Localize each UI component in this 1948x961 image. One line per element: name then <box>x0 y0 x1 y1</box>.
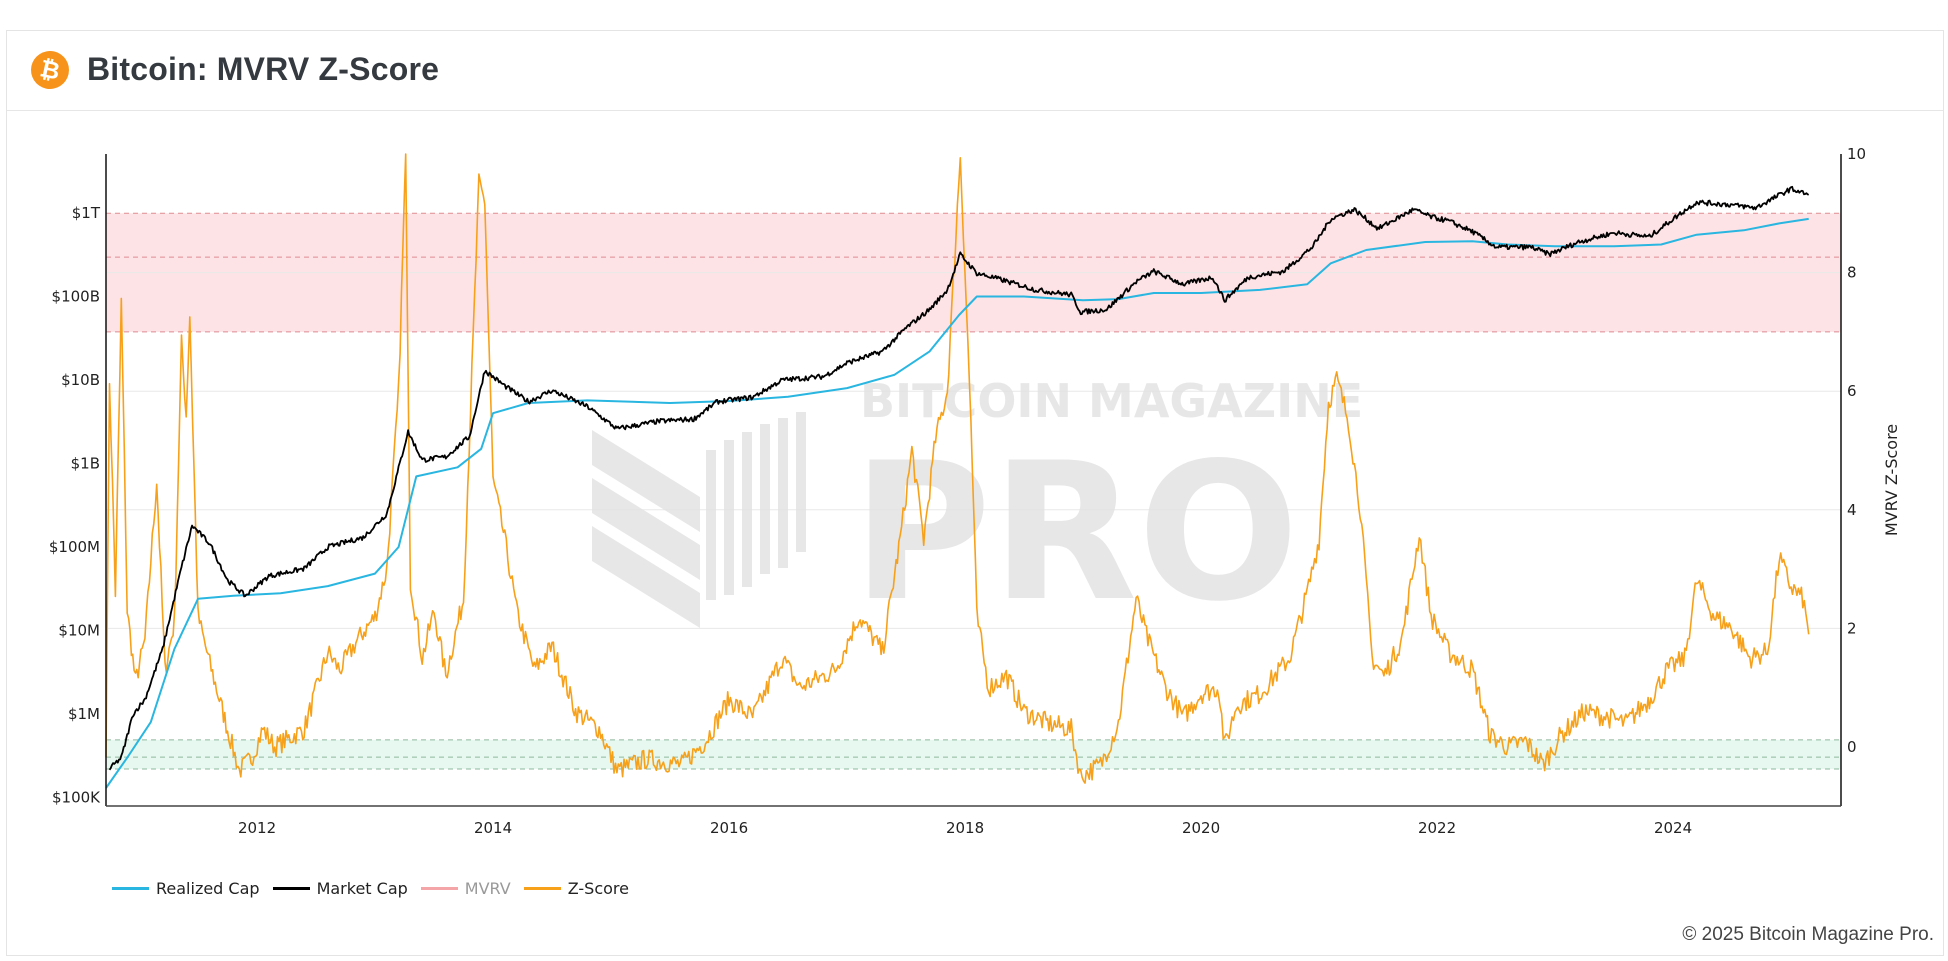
realized-cap-swatch-icon <box>112 887 149 890</box>
x-tick-label: 2018 <box>946 819 984 837</box>
y-right-tick-label: 2 <box>1847 619 1857 637</box>
y-left-tick-label: $100M <box>49 538 100 556</box>
chart-card: ₿ Bitcoin: MVRV Z-Score <box>6 30 1944 956</box>
legend: Realized Cap Market Cap MVRV Z-Score <box>112 879 642 898</box>
y-left-tick-label: $1B <box>71 455 100 473</box>
x-tick-label: 2012 <box>238 819 276 837</box>
y-left-tick-label: $10M <box>58 622 100 640</box>
x-tick-label: 2022 <box>1418 819 1456 837</box>
undervalued-zone <box>106 739 1841 769</box>
market-cap-line <box>108 185 1810 771</box>
y-left-tick-label: $1T <box>72 204 101 222</box>
legend-label: Z-Score <box>567 879 629 898</box>
legend-label: MVRV <box>464 879 511 898</box>
z-score-line <box>105 153 1810 784</box>
svg-text:BITCOIN MAGAZINE: BITCOIN MAGAZINE <box>860 374 1363 428</box>
legend-item-realized-cap[interactable]: Realized Cap <box>112 879 260 898</box>
y-left-tick-label: $100K <box>52 789 101 807</box>
y-left-tick-label: $10B <box>61 371 100 389</box>
copyright-text: © 2025 Bitcoin Magazine Pro. <box>1682 924 1934 945</box>
x-tick-label: 2014 <box>474 819 512 837</box>
y-left-tick-label: $100B <box>52 288 100 306</box>
realized-cap-line <box>105 217 1809 789</box>
y-right-tick-label: 8 <box>1847 264 1857 282</box>
mvrv-swatch-icon <box>420 887 458 890</box>
y-right-axis-title: MVRV Z-Score <box>1882 424 1901 536</box>
svg-text:PRO: PRO <box>852 422 1299 643</box>
legend-item-market-cap[interactable]: Market Cap <box>272 879 408 898</box>
legend-item-z-score[interactable]: Z-Score <box>523 879 629 898</box>
y-right-tick-label: 6 <box>1847 382 1857 400</box>
legend-label: Realized Cap <box>156 879 260 898</box>
legend-item-mvrv[interactable]: MVRV <box>420 879 511 898</box>
y-right-tick-label: 4 <box>1847 501 1857 519</box>
chart-header: ₿ Bitcoin: MVRV Z-Score <box>7 31 1943 111</box>
y-right-tick-label: 0 <box>1847 738 1857 756</box>
market-cap-swatch-icon <box>272 887 310 890</box>
y-right-tick-label: 10 <box>1847 145 1866 163</box>
z-score-swatch-icon <box>523 887 561 890</box>
y-left-tick-label: $1M <box>68 705 100 723</box>
legend-label: Market Cap <box>316 879 408 898</box>
x-tick-label: 2024 <box>1654 819 1692 837</box>
page-title: Bitcoin: MVRV Z-Score <box>87 51 440 87</box>
x-tick-label: 2020 <box>1182 819 1220 837</box>
grid-lines <box>106 272 1841 629</box>
watermark: BITCOIN MAGAZINE PRO <box>592 374 1363 643</box>
axes: $100K $1M $10M $100M $1B $10B $100B $1T 0 2 4 6 8 10 2… <box>49 145 1901 837</box>
x-tick-label: 2016 <box>710 819 748 837</box>
series-lines <box>105 153 1810 789</box>
